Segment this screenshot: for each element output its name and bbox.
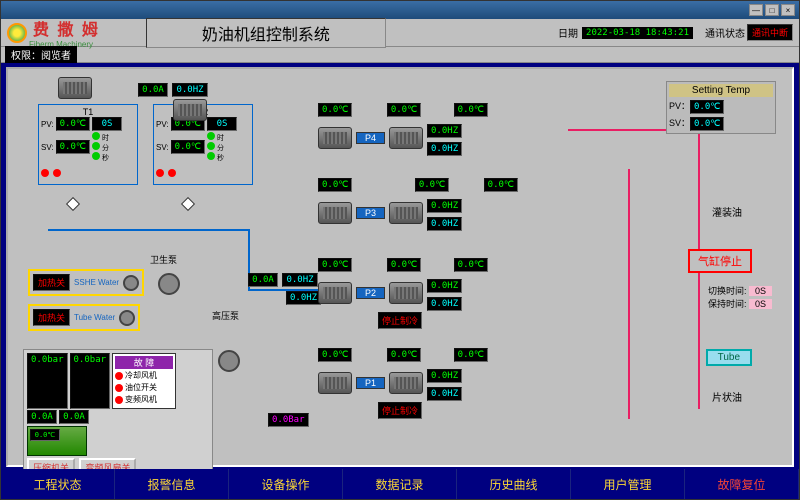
nav-datalog[interactable]: 数据记录: [343, 469, 457, 499]
hold-time: 0S: [749, 299, 772, 309]
t1-hz: 0.0HZ: [172, 83, 207, 97]
heater-1: 加热关 SSHE Water: [28, 269, 144, 296]
fault-title: 故 障: [115, 356, 173, 369]
t1-motor: [58, 77, 92, 99]
cylinder-stop[interactable]: 气缸停止: [688, 249, 752, 273]
date-value: 2022-03-18 18:43:21: [582, 27, 693, 39]
sanitary-pump-icon: [158, 273, 180, 295]
comm-status: 通讯中断: [747, 24, 793, 41]
hp-pump-icon: [218, 350, 240, 372]
comp-bar2: 0.0bar: [70, 353, 111, 409]
hp-hz2: 0.0HZ: [286, 291, 321, 305]
t1-sv: 0.0℃: [56, 140, 90, 154]
nav-operations[interactable]: 设备操作: [229, 469, 343, 499]
valve-icon: [181, 197, 195, 211]
compressor-panel: 0.0bar 0.0bar 故 障 冷却风机 油位开关 变频风机 0.0A 0.…: [23, 349, 213, 481]
hp-hz1: 0.0HZ: [282, 273, 317, 287]
tube-box[interactable]: Tube: [706, 349, 752, 366]
bottom-nav: 工程状态 报警信息 设备操作 数据记录 历史曲线 用户管理 故障复位: [1, 469, 799, 499]
hp-pump-label: 高压泵: [212, 309, 239, 322]
brand-logo: [7, 23, 27, 43]
fan-icon: [119, 310, 135, 326]
tank-t1-label: T1: [41, 107, 135, 117]
tank-t1: T1 PV:0.0℃0S SV:0.0℃ 时 分 秒: [38, 104, 138, 185]
switch-time: 0S: [749, 286, 772, 296]
unit-p4: 0.0℃ 0.0℃ 0.0℃ P4 0.0HZ0.0HZ: [318, 99, 488, 156]
p1-stop[interactable]: 停止制冷: [378, 402, 422, 419]
heater-2: 加热关 Tube Water: [28, 304, 140, 331]
nav-users[interactable]: 用户管理: [571, 469, 685, 499]
comp-temp: 0.0℃: [30, 429, 60, 441]
filling-label: 灌装油: [712, 204, 742, 219]
sheet-oil-label: 片状油: [712, 389, 742, 404]
t1-pv: 0.0℃: [56, 117, 90, 131]
p4-motor-l: [318, 127, 352, 149]
heater1-label: SSHE Water: [74, 278, 119, 287]
heater1-button[interactable]: 加热关: [33, 274, 70, 291]
comp-bar1: 0.0bar: [27, 353, 68, 409]
p4-label: P4: [356, 132, 385, 144]
date-label: 日期: [558, 25, 578, 40]
brand-name: 费 撒 姆: [33, 16, 100, 40]
setting-temp-panel: Setting Temp PV：0.0℃ SV：0.0℃: [666, 81, 776, 134]
maximize-button[interactable]: □: [765, 4, 779, 16]
comm-label: 通讯状态: [705, 25, 745, 40]
nav-alarms[interactable]: 报警信息: [115, 469, 229, 499]
window-titlebar: — □ ×: [1, 1, 799, 19]
t2-motor: [173, 99, 207, 121]
valve-icon: [66, 197, 80, 211]
system-title: 奶油机组控制系统: [146, 18, 386, 48]
p2-stop[interactable]: 停止制冷: [378, 312, 422, 329]
nav-fault-reset[interactable]: 故障复位: [685, 469, 799, 499]
setting-pv: 0.0℃: [690, 100, 724, 114]
fault-panel: 故 障 冷却风机 油位开关 变频风机: [112, 353, 176, 409]
close-button[interactable]: ×: [781, 4, 795, 16]
t2-sv: 0.0℃: [171, 140, 205, 154]
pressure-reading: 0.0Bar: [268, 413, 309, 427]
scada-canvas: T1 PV:0.0℃0S SV:0.0℃ 时 分 秒 0.0A 0.0HZ T2…: [6, 67, 794, 467]
comp-amp2: 0.0A: [59, 410, 89, 424]
t2-timer: 0S: [207, 117, 237, 131]
permission-bar: 权限：阅览者: [1, 47, 799, 63]
nav-engineering[interactable]: 工程状态: [1, 469, 115, 499]
unit-p1: 0.0℃ 0.0℃ 0.0℃ P1 0.0HZ0.0HZ 停止制冷: [318, 344, 488, 419]
app-header: 费 撒 姆 Fiberm Machinery 奶油机组控制系统 日期 2022-…: [1, 19, 799, 47]
heater2-button[interactable]: 加热关: [33, 309, 70, 326]
comp-amp1: 0.0A: [27, 410, 57, 424]
setting-title: Setting Temp: [669, 84, 773, 97]
t1-timer: 0S: [92, 117, 122, 131]
unit-p3: 0.0℃ 0.0℃ 0.0℃ P3 0.0HZ0.0HZ: [318, 174, 518, 231]
sanitary-pump-label: 卫生泵: [150, 253, 177, 266]
permission-level: 权限：阅览者: [5, 46, 77, 63]
t1-amp: 0.0A: [138, 83, 168, 97]
nav-history[interactable]: 历史曲线: [457, 469, 571, 499]
unit-p2: 0.0℃ 0.0℃ 0.0℃ P2 0.0HZ0.0HZ 停止制冷: [318, 254, 488, 329]
heater2-label: Tube Water: [74, 313, 115, 322]
fan-icon: [123, 275, 139, 291]
hp-amp: 0.0A: [248, 273, 278, 287]
minimize-button[interactable]: —: [749, 4, 763, 16]
setting-sv: 0.0℃: [690, 117, 724, 131]
p4-motor-r: [389, 127, 423, 149]
